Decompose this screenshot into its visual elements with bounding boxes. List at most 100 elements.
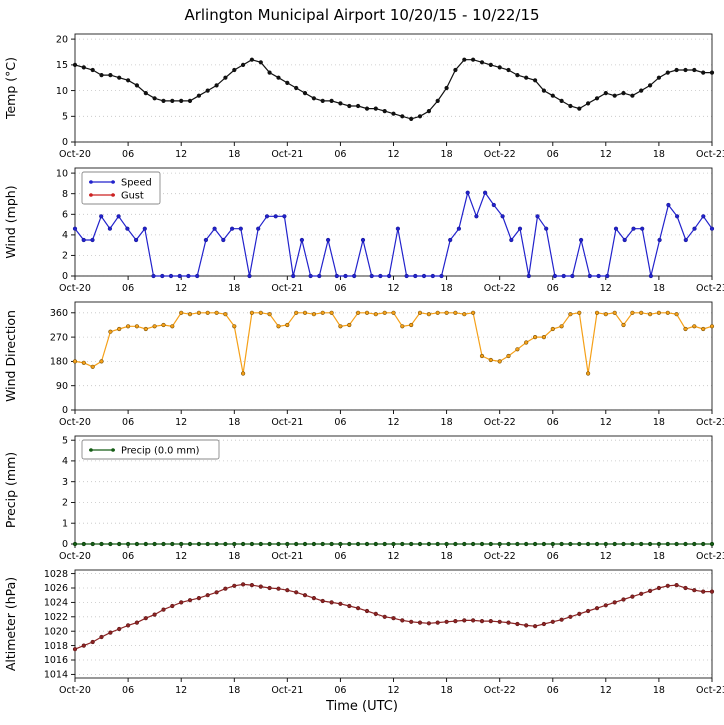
svg-text:12: 12 xyxy=(175,149,187,160)
svg-text:12: 12 xyxy=(600,685,612,696)
svg-text:06: 06 xyxy=(334,283,346,294)
x-axis-title: Time (UTC) xyxy=(326,699,398,714)
svg-text:4: 4 xyxy=(62,230,68,241)
svg-text:0: 0 xyxy=(62,405,68,416)
svg-text:06: 06 xyxy=(122,685,134,696)
svg-text:Oct-22: Oct-22 xyxy=(484,417,516,428)
svg-text:Oct-23: Oct-23 xyxy=(696,283,724,294)
svg-text:1022: 1022 xyxy=(44,612,68,623)
svg-text:360: 360 xyxy=(50,308,68,319)
svg-text:12: 12 xyxy=(175,417,187,428)
svg-text:Oct-20: Oct-20 xyxy=(59,685,91,696)
svg-text:180: 180 xyxy=(50,357,68,368)
svg-text:06: 06 xyxy=(122,551,134,562)
svg-text:Precip (0.0 mm): Precip (0.0 mm) xyxy=(121,445,199,456)
svg-text:Oct-21: Oct-21 xyxy=(271,149,303,160)
svg-text:06: 06 xyxy=(334,417,346,428)
svg-text:Altimeter (hPa): Altimeter (hPa) xyxy=(3,577,18,671)
svg-text:12: 12 xyxy=(600,417,612,428)
svg-text:1024: 1024 xyxy=(44,598,68,609)
svg-text:18: 18 xyxy=(228,417,240,428)
svg-text:Oct-23: Oct-23 xyxy=(696,149,724,160)
svg-text:12: 12 xyxy=(387,149,399,160)
svg-text:1014: 1014 xyxy=(44,670,68,681)
svg-text:Oct-20: Oct-20 xyxy=(59,551,91,562)
svg-text:12: 12 xyxy=(387,685,399,696)
svg-text:1: 1 xyxy=(62,518,68,529)
svg-text:06: 06 xyxy=(334,551,346,562)
svg-text:18: 18 xyxy=(441,283,453,294)
svg-text:0: 0 xyxy=(62,271,68,282)
svg-text:6: 6 xyxy=(62,210,68,221)
svg-text:1026: 1026 xyxy=(44,583,68,594)
svg-text:12: 12 xyxy=(387,551,399,562)
svg-text:18: 18 xyxy=(228,149,240,160)
svg-text:Wind (mph): Wind (mph) xyxy=(3,185,18,258)
svg-text:06: 06 xyxy=(334,685,346,696)
svg-text:06: 06 xyxy=(547,283,559,294)
svg-text:2: 2 xyxy=(62,498,68,509)
svg-text:Oct-20: Oct-20 xyxy=(59,283,91,294)
svg-text:06: 06 xyxy=(547,551,559,562)
svg-text:Oct-23: Oct-23 xyxy=(696,551,724,562)
svg-text:18: 18 xyxy=(653,283,665,294)
svg-text:06: 06 xyxy=(122,149,134,160)
svg-text:18: 18 xyxy=(441,149,453,160)
svg-text:Oct-22: Oct-22 xyxy=(484,149,516,160)
svg-text:18: 18 xyxy=(228,685,240,696)
svg-text:18: 18 xyxy=(653,417,665,428)
wind-speed-chart: 0 2 4 6 8 10 Oct-20 06 12 18 Oct-21 06 12 18 Oct-22 06 1… xyxy=(0,162,724,296)
svg-text:90: 90 xyxy=(56,381,68,392)
svg-text:1020: 1020 xyxy=(44,626,68,637)
precip-chart: 0 1 2 3 4 5 Oct-20 06 12 18 Oct-21 06 12 18 Oct-22 06 12… xyxy=(0,430,724,564)
svg-text:1016: 1016 xyxy=(44,655,68,666)
svg-text:Oct-20: Oct-20 xyxy=(59,417,91,428)
svg-text:06: 06 xyxy=(122,283,134,294)
svg-text:2: 2 xyxy=(62,251,68,262)
svg-text:Oct-21: Oct-21 xyxy=(271,283,303,294)
svg-text:18: 18 xyxy=(653,685,665,696)
svg-text:4: 4 xyxy=(62,456,68,467)
svg-text:Oct-21: Oct-21 xyxy=(271,685,303,696)
altimeter-chart: 1014 1016 1018 1020 1022 1024 1026 1028 Oct-20 06… xyxy=(0,564,724,698)
svg-text:12: 12 xyxy=(600,283,612,294)
svg-text:3: 3 xyxy=(62,477,68,488)
svg-text:12: 12 xyxy=(175,685,187,696)
svg-text:12: 12 xyxy=(387,417,399,428)
svg-text:5: 5 xyxy=(62,112,68,123)
svg-text:06: 06 xyxy=(547,149,559,160)
svg-text:Oct-21: Oct-21 xyxy=(271,551,303,562)
svg-text:06: 06 xyxy=(334,149,346,160)
svg-text:Oct-21: Oct-21 xyxy=(271,417,303,428)
svg-text:1028: 1028 xyxy=(44,569,68,580)
svg-text:18: 18 xyxy=(653,551,665,562)
svg-text:18: 18 xyxy=(441,551,453,562)
svg-text:12: 12 xyxy=(387,283,399,294)
wind-direction-chart: 0 90 180 270 360 Oct-20 06 12 18 Oct-21 06 12 18 Oct-… xyxy=(0,296,724,430)
svg-text:18: 18 xyxy=(228,283,240,294)
svg-text:06: 06 xyxy=(547,685,559,696)
svg-text:12: 12 xyxy=(600,551,612,562)
svg-text:06: 06 xyxy=(122,417,134,428)
svg-text:Gust: Gust xyxy=(121,190,144,201)
svg-text:Precip (mm): Precip (mm) xyxy=(3,452,18,528)
svg-text:12: 12 xyxy=(175,551,187,562)
svg-text:8: 8 xyxy=(62,189,68,200)
svg-text:1018: 1018 xyxy=(44,641,68,652)
svg-text:12: 12 xyxy=(600,149,612,160)
svg-text:Oct-20: Oct-20 xyxy=(59,149,91,160)
svg-text:Oct-22: Oct-22 xyxy=(484,685,516,696)
svg-text:18: 18 xyxy=(441,417,453,428)
svg-text:18: 18 xyxy=(653,149,665,160)
svg-text:0: 0 xyxy=(62,539,68,550)
svg-text:10: 10 xyxy=(56,168,68,179)
svg-text:Oct-22: Oct-22 xyxy=(484,283,516,294)
temperature-chart: 0 5 10 15 20 Oct-20 06 12 18 Oct-21 06 12 18 Oct-22 06… xyxy=(0,28,724,162)
svg-text:0: 0 xyxy=(62,137,68,148)
svg-text:18: 18 xyxy=(441,685,453,696)
svg-text:10: 10 xyxy=(56,86,68,97)
svg-text:Wind Direction: Wind Direction xyxy=(3,310,18,402)
chart-title: Arlington Municipal Airport 10/20/15 - 1… xyxy=(184,6,540,24)
svg-text:15: 15 xyxy=(56,60,68,71)
